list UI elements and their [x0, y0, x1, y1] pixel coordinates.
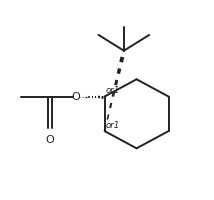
- Text: or1: or1: [106, 86, 120, 95]
- Text: or1: or1: [106, 121, 120, 130]
- Text: O: O: [46, 135, 54, 145]
- Text: O: O: [71, 92, 80, 102]
